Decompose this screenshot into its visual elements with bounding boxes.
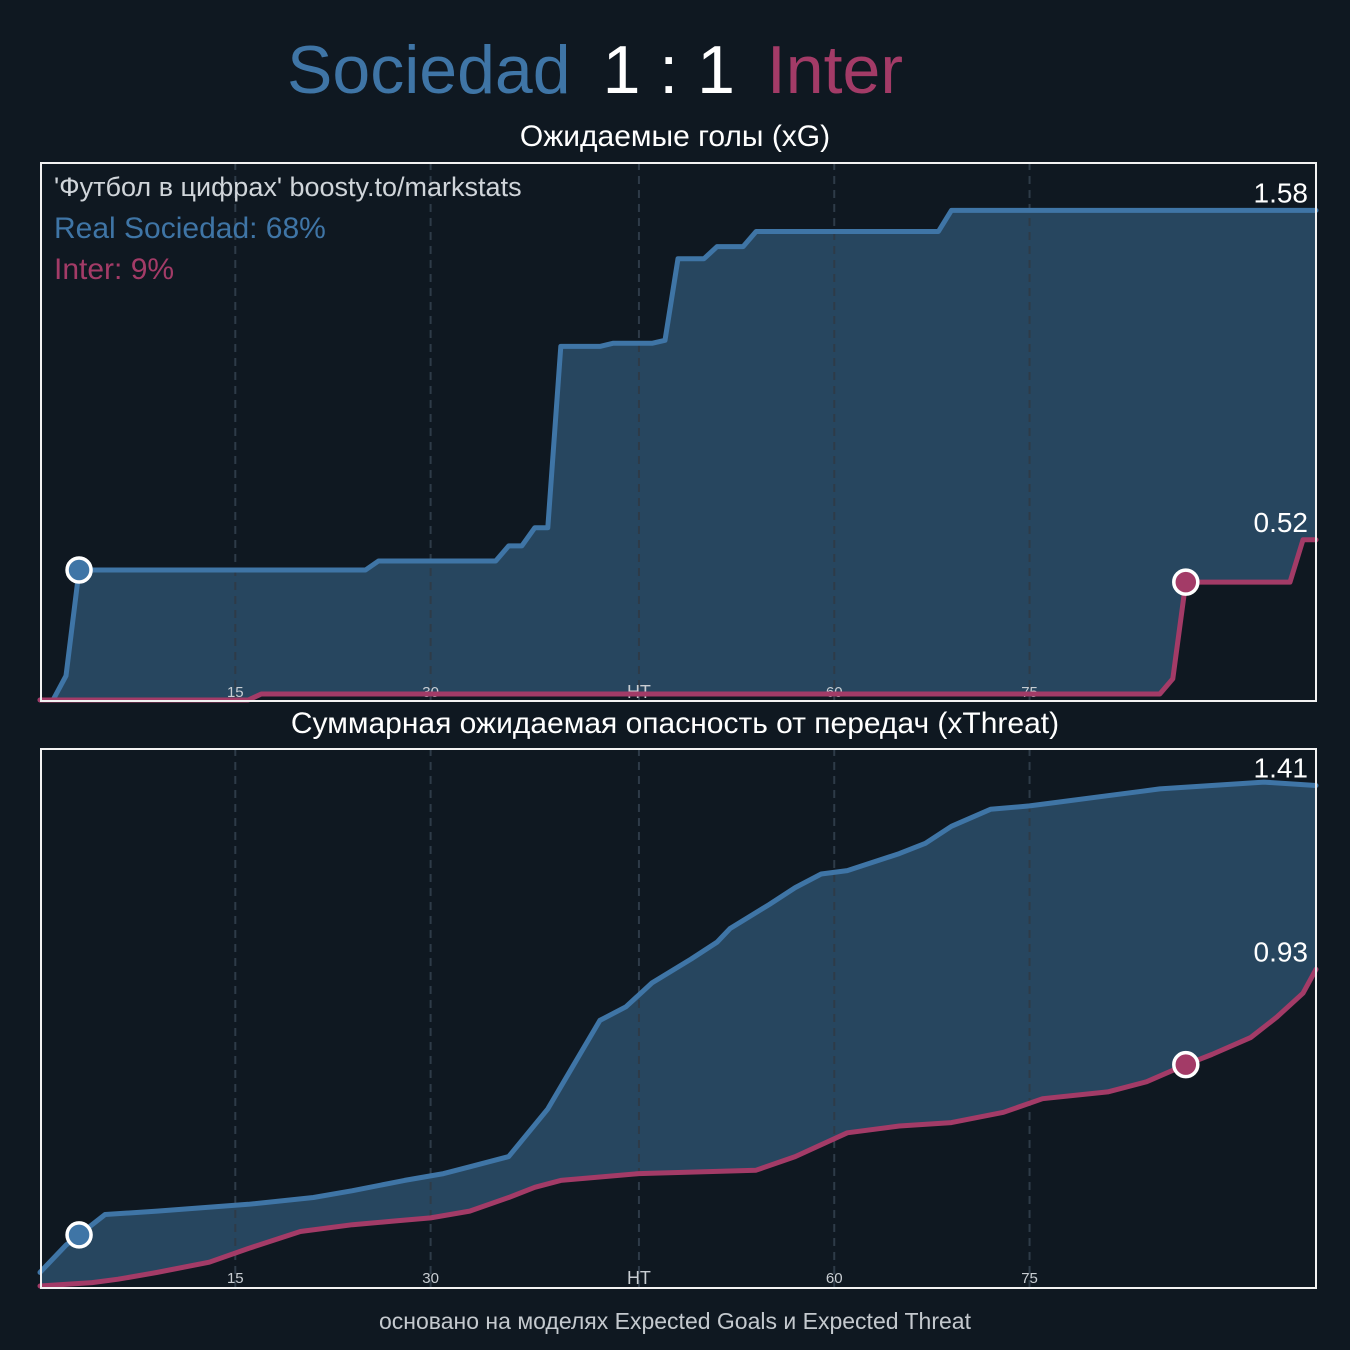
home-series-line — [37, 207, 1319, 703]
x-tick-label: 30 — [422, 1270, 439, 1287]
home-series-line — [37, 779, 1319, 1275]
x-tick-label: 75 — [1021, 1270, 1038, 1287]
score-header: Sociedad 1 : 1 Inter — [0, 30, 1190, 110]
xthreat-chart-svg: 15 30 HT 60 75 1.41 0.93 — [37, 748, 1319, 1289]
home-final-value-label: 1.41 — [1254, 752, 1309, 783]
home-goal-marker — [65, 1221, 93, 1249]
away-goal-marker — [1172, 1050, 1200, 1079]
home-final-value-label: 1.58 — [1254, 177, 1309, 208]
credit-text: 'Футбол в цифрах' boosty.to/markstats — [54, 172, 522, 202]
away-final-value-label: 0.93 — [1254, 936, 1309, 967]
xg-chart-svg: 15 30 HT 60 751.580.52 — [37, 162, 1319, 703]
xthreat-chart: 15 30 HT 60 75 1.41 0.93 — [37, 748, 1319, 1289]
xg-chart: 15 30 HT 60 75 1.58 0.52 — [37, 162, 1319, 703]
area-between-lines — [40, 210, 1316, 700]
xg-chart-title: Ожидаемые голы (xG) — [519, 120, 831, 153]
legend-away: Inter: 9% — [54, 253, 175, 286]
away-team-name: Inter — [766, 32, 903, 108]
away-goal-marker — [1172, 568, 1200, 596]
home-goal-marker — [65, 556, 93, 584]
away-final-value-label: 0.52 — [1254, 507, 1309, 538]
match-score: 1 : 1 — [602, 32, 735, 108]
home-team-name: Sociedad — [287, 32, 571, 108]
x-tick-label: 15 — [227, 1270, 244, 1287]
footer-note: основано на моделях Expected Goals и Exp… — [379, 1308, 971, 1334]
x-tick-label: 15 — [227, 684, 244, 701]
x-tick-label: 60 — [826, 1270, 843, 1287]
xthreat-chart-title: Суммарная ожидаемая опасность от передач… — [290, 707, 1060, 740]
legend-home: Real Sociedad: 68% — [54, 212, 326, 245]
x-tick-label: HT — [627, 1268, 651, 1288]
area-between-lines — [40, 782, 1316, 1286]
away-series-line — [37, 537, 1319, 703]
